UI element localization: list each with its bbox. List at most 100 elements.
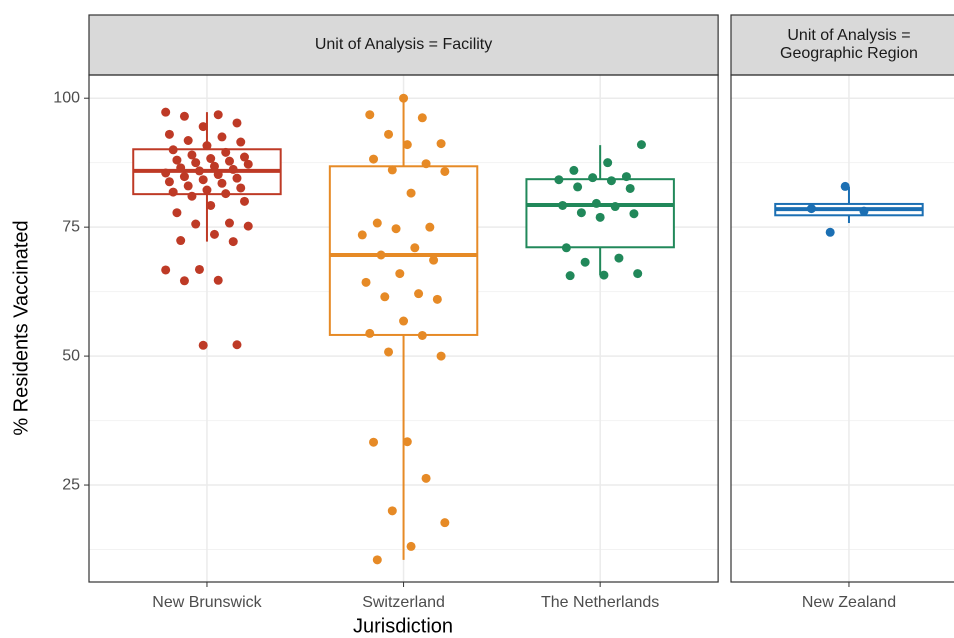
point [209, 161, 219, 171]
point [573, 182, 583, 192]
point [391, 224, 401, 234]
point [213, 170, 223, 180]
point [206, 154, 216, 164]
point [610, 202, 620, 212]
point [825, 227, 835, 237]
point [384, 129, 394, 139]
point [369, 154, 379, 164]
facet-strip-label: Unit of Analysis = [787, 27, 910, 44]
point [213, 275, 223, 285]
point [209, 229, 219, 239]
point [387, 165, 397, 175]
point [558, 200, 568, 210]
point [161, 168, 171, 178]
point [372, 555, 382, 565]
point [603, 158, 613, 168]
point [599, 270, 609, 280]
panel-border [88, 74, 719, 583]
point [410, 243, 420, 253]
point [232, 118, 242, 128]
point [206, 200, 216, 210]
point [380, 292, 390, 302]
point [232, 340, 242, 350]
point [194, 166, 204, 176]
point [376, 250, 386, 260]
point [236, 137, 246, 147]
point [840, 181, 850, 191]
point [629, 209, 639, 219]
point [569, 165, 579, 175]
point [421, 473, 431, 483]
point [164, 177, 174, 187]
x-tick-label: New Zealand [802, 594, 896, 611]
point [595, 212, 605, 222]
y-tick-label: 50 [62, 347, 80, 364]
point [183, 181, 193, 191]
point [221, 189, 231, 199]
point [213, 110, 223, 120]
point [395, 269, 405, 279]
point [239, 152, 249, 162]
point [224, 218, 234, 228]
point [232, 173, 242, 183]
point [187, 191, 197, 201]
point [576, 208, 586, 218]
box [328, 165, 479, 336]
x-tick-label: Switzerland [362, 594, 445, 611]
y-tick-label: 100 [53, 89, 80, 106]
point [168, 187, 178, 197]
point [806, 204, 816, 214]
point [202, 141, 212, 151]
point [357, 230, 367, 240]
point [399, 93, 409, 103]
point [554, 175, 564, 185]
point [436, 351, 446, 361]
point [636, 140, 646, 150]
point [172, 155, 182, 165]
point [228, 164, 238, 174]
y-tick-label: 75 [62, 218, 80, 235]
point [402, 140, 412, 150]
point [614, 253, 624, 263]
point [161, 265, 171, 275]
point [440, 518, 450, 528]
point [421, 159, 431, 169]
point [179, 111, 189, 121]
point [625, 183, 635, 193]
point [191, 219, 201, 229]
point [183, 136, 193, 146]
point [369, 437, 379, 447]
y-axis-title: % Residents Vaccinated [10, 220, 32, 435]
point [429, 255, 439, 265]
point [187, 150, 197, 160]
facet-strip-label: Unit of Analysis = Facility [315, 36, 492, 53]
point [191, 158, 201, 168]
point [161, 107, 171, 117]
point [198, 340, 208, 350]
point [417, 330, 427, 340]
point [565, 271, 575, 281]
point [224, 156, 234, 166]
point [164, 129, 174, 139]
point [179, 276, 189, 286]
point [365, 328, 375, 338]
point [198, 175, 208, 185]
point [591, 198, 601, 208]
point [179, 172, 189, 182]
point [243, 221, 253, 231]
x-axis-title: Jurisdiction [353, 615, 453, 637]
point [432, 294, 442, 304]
point [372, 218, 382, 228]
panel-border [730, 74, 954, 583]
point [561, 243, 571, 253]
y-tick-label: 25 [62, 476, 80, 493]
point [417, 113, 427, 123]
point [406, 188, 416, 198]
point [606, 176, 616, 186]
point [221, 147, 231, 157]
point [406, 541, 416, 551]
point [399, 316, 409, 326]
x-tick-label: The Netherlands [541, 594, 659, 611]
point [580, 257, 590, 267]
